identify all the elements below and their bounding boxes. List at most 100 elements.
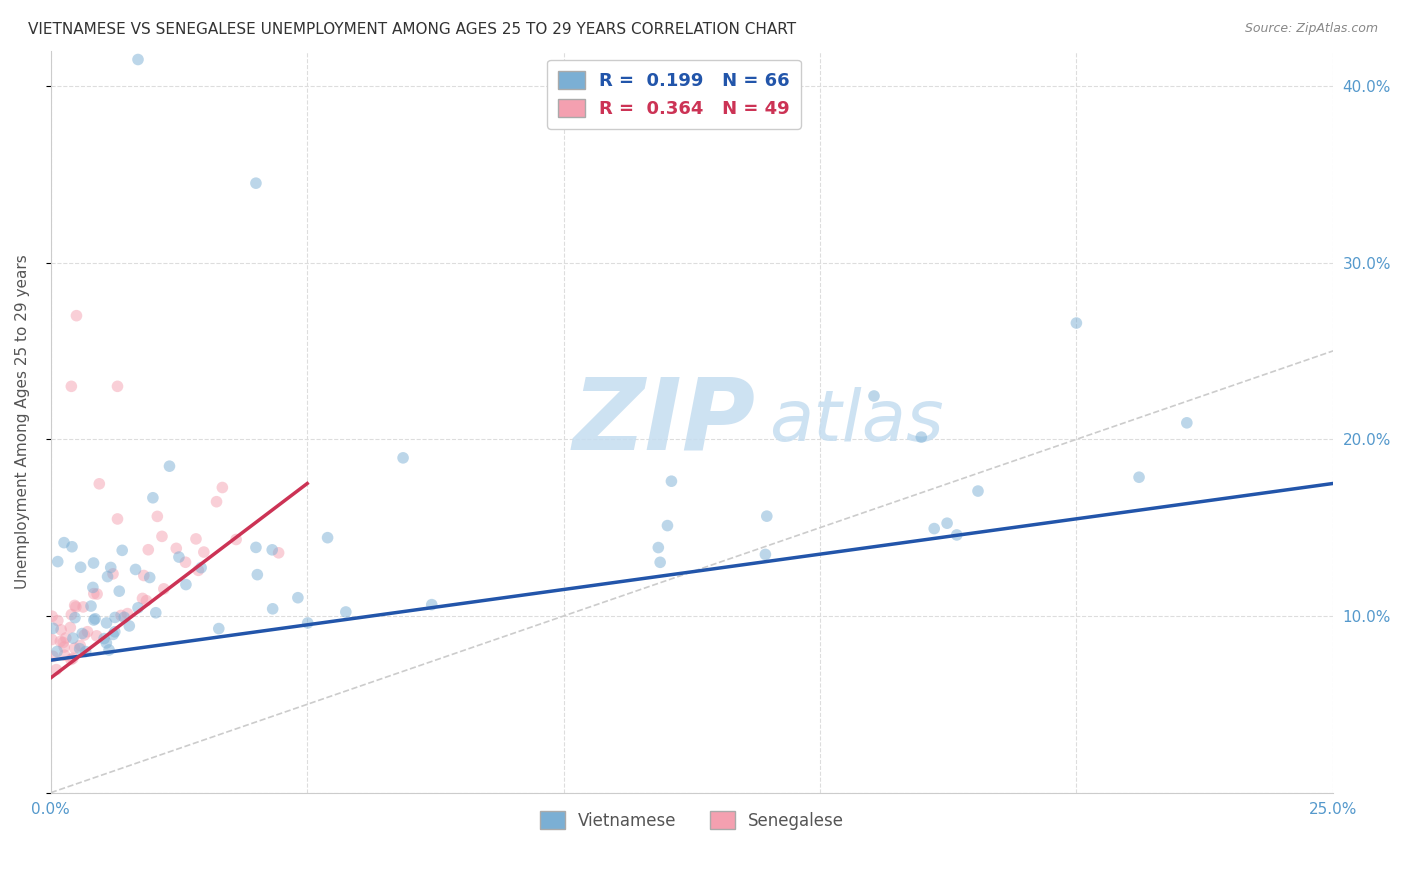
Y-axis label: Unemployment Among Ages 25 to 29 years: Unemployment Among Ages 25 to 29 years	[15, 254, 30, 589]
Point	[187, 563, 209, 577]
Point	[101, 566, 124, 581]
Point	[49, 634, 72, 648]
Point	[101, 627, 124, 641]
Point	[82, 581, 104, 595]
Point	[93, 632, 115, 646]
Point	[104, 624, 127, 639]
Point	[1128, 470, 1150, 484]
Point	[107, 379, 129, 393]
Point	[754, 548, 776, 562]
Point	[112, 610, 135, 624]
Point	[83, 587, 105, 601]
Point	[131, 591, 153, 606]
Point	[174, 577, 197, 591]
Point	[60, 379, 83, 393]
Point	[83, 613, 105, 627]
Point	[73, 628, 96, 642]
Point	[69, 639, 91, 653]
Point	[60, 540, 83, 554]
Text: atlas: atlas	[769, 387, 943, 456]
Point	[100, 560, 122, 574]
Point	[174, 555, 197, 569]
Point	[1175, 416, 1198, 430]
Point	[262, 542, 284, 557]
Point	[98, 643, 121, 657]
Point	[127, 53, 149, 67]
Point	[150, 529, 173, 543]
Point	[60, 607, 83, 622]
Legend: Vietnamese, Senegalese: Vietnamese, Senegalese	[533, 805, 851, 837]
Point	[83, 556, 105, 570]
Point	[211, 481, 233, 495]
Point	[89, 476, 111, 491]
Point	[647, 541, 669, 555]
Point	[62, 651, 84, 665]
Point	[65, 599, 87, 614]
Point	[96, 569, 118, 583]
Point	[420, 598, 443, 612]
Point	[936, 516, 959, 531]
Point	[65, 309, 87, 323]
Point	[75, 644, 97, 658]
Point	[145, 606, 167, 620]
Point	[159, 459, 181, 474]
Point	[49, 623, 72, 637]
Point	[245, 541, 267, 555]
Point	[104, 610, 127, 624]
Point	[146, 509, 169, 524]
Point	[45, 663, 67, 677]
Point	[124, 562, 146, 576]
Point	[118, 619, 141, 633]
Point	[205, 494, 228, 508]
Point	[46, 555, 69, 569]
Point	[53, 535, 76, 549]
Point	[108, 584, 131, 599]
Point	[46, 614, 69, 628]
Point	[650, 555, 672, 569]
Point	[62, 631, 84, 645]
Point	[245, 176, 267, 190]
Point	[96, 636, 118, 650]
Point	[755, 509, 778, 524]
Point	[41, 632, 63, 647]
Point	[316, 531, 339, 545]
Point	[287, 591, 309, 605]
Point	[110, 608, 132, 623]
Point	[107, 512, 129, 526]
Point	[208, 622, 231, 636]
Point	[1066, 316, 1088, 330]
Point	[132, 568, 155, 582]
Point	[127, 600, 149, 615]
Point	[135, 593, 157, 607]
Point	[42, 649, 65, 664]
Point	[193, 545, 215, 559]
Point	[86, 587, 108, 601]
Point	[184, 532, 207, 546]
Point	[142, 491, 165, 505]
Point	[190, 560, 212, 574]
Point	[945, 528, 967, 542]
Point	[138, 570, 160, 584]
Point	[922, 522, 945, 536]
Point	[41, 609, 63, 624]
Point	[863, 389, 886, 403]
Point	[136, 542, 159, 557]
Point	[111, 543, 134, 558]
Point	[53, 648, 76, 663]
Point	[910, 430, 932, 444]
Point	[153, 582, 176, 596]
Point	[167, 550, 190, 565]
Point	[661, 474, 683, 488]
Point	[392, 450, 415, 465]
Point	[69, 560, 91, 574]
Point	[46, 644, 69, 658]
Point	[63, 610, 86, 624]
Point	[59, 620, 82, 634]
Point	[55, 631, 77, 645]
Point	[117, 607, 139, 621]
Point	[63, 641, 86, 656]
Text: ZIP: ZIP	[572, 373, 756, 470]
Point	[53, 640, 76, 654]
Point	[262, 602, 284, 616]
Point	[76, 624, 98, 639]
